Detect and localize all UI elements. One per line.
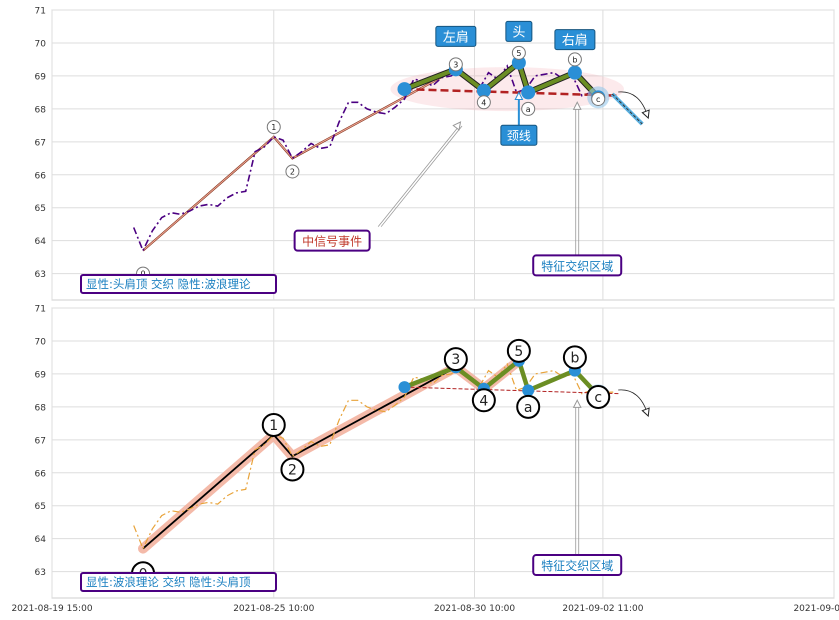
y-tick-label: 69 (35, 370, 47, 380)
wave-label-circle (448, 57, 463, 72)
chart-panel-1: 636465666768697071左肩头右肩颈线中信号事件特征交织区域0123… (35, 7, 835, 301)
y-tick-label: 66 (35, 171, 47, 181)
wave-label-circle (506, 338, 531, 363)
pattern-point (522, 384, 535, 397)
wave-label-circle (261, 412, 286, 437)
wave-label: b (570, 350, 579, 366)
x-tick-label: 2021-09-02 11:00 (562, 604, 643, 614)
wave-label-circle (285, 164, 300, 179)
y-tick-label: 71 (35, 7, 46, 17)
annotation-arrowhead (572, 399, 582, 408)
wave-label: c (596, 95, 600, 104)
annotation-box (500, 124, 538, 146)
annotation-label: 特征交织区域 (541, 558, 613, 573)
annotation-box (532, 554, 623, 577)
annotation-label: 颈线 (507, 129, 531, 143)
annotation-box (293, 229, 371, 252)
pattern-point (521, 85, 536, 100)
chart-panel-2: 63 64 65 66 67 68 69 70 71 2021-08-19 15:00 2021-0… (11, 305, 839, 615)
projection-line-dash (611, 93, 643, 125)
y-tick-label: 63 (35, 568, 46, 578)
x-tick-label: 2021-08-25 10:00 (233, 604, 314, 614)
y-tick-label: 71 (35, 305, 46, 315)
annotation-label: 特征交织区域 (541, 258, 613, 273)
annotation-arrowhead (572, 101, 582, 110)
y-tick-label: 70 (35, 39, 47, 49)
wave-label: 5 (514, 344, 523, 360)
wave-label: 1 (271, 123, 276, 132)
wave-label-circle (567, 52, 582, 67)
legend-text: 显性:波浪理论 交织 隐性:头肩顶 (86, 575, 251, 589)
pattern-label-box (505, 20, 533, 42)
y-tick-label: 68 (35, 403, 47, 413)
wave-label-circle (591, 91, 606, 106)
wave-label: b (572, 55, 577, 64)
wave-label: a (526, 105, 531, 114)
y-tick-label: 65 (35, 502, 46, 512)
y-tick-label: 70 (35, 337, 47, 347)
y-tick-label: 65 (35, 204, 46, 214)
wave-label-circle (511, 45, 526, 60)
y-tick-label: 68 (35, 105, 47, 115)
wave-label-circle (586, 384, 611, 409)
pattern-point (398, 381, 411, 394)
wave-label-circle (476, 95, 491, 110)
pattern-point (567, 65, 582, 80)
wave-label-circle (280, 457, 305, 482)
y-tick-label: 66 (35, 469, 47, 479)
wave-label: 2 (290, 167, 295, 176)
x-tick-label: 2021-08-19 15:00 (11, 604, 92, 614)
wave-label: 1 (269, 418, 278, 434)
annotation-arrow-edge (380, 125, 463, 227)
y-tick-label: 64 (35, 237, 47, 247)
pattern-label: 右肩 (562, 33, 588, 49)
wave-label: 3 (451, 352, 460, 368)
wave-label-circle (521, 101, 536, 116)
pattern-point (511, 55, 526, 70)
annotation-arrow-edge (377, 125, 460, 227)
y-tick-label: 64 (35, 535, 47, 545)
pattern-point (397, 82, 412, 97)
legend-box (80, 274, 277, 294)
y-tick-label: 63 (35, 270, 46, 280)
annotation-arrowhead (641, 109, 650, 120)
wave-label-circle (266, 119, 281, 134)
annotation-box (532, 254, 623, 277)
x-tick-label: 2021-08-30 10:00 (434, 604, 515, 614)
annotation-label: 中信号事件 (302, 234, 362, 249)
wave-label: 4 (481, 98, 486, 107)
wave-label: 4 (479, 393, 488, 409)
wave-label-circle (443, 347, 468, 372)
wave-label: 2 (288, 462, 297, 478)
plot-area (51, 9, 835, 301)
pattern-label-box (554, 29, 596, 51)
annotation-arrowhead (514, 91, 524, 101)
wave-label: 5 (516, 49, 521, 58)
legend-box (80, 572, 277, 592)
wave-label-circle (471, 388, 496, 413)
wave-label: c (594, 390, 602, 406)
wave-label: 3 (453, 60, 458, 69)
pattern-label: 左肩 (443, 29, 469, 45)
wave-label: a (524, 400, 533, 416)
wave-label-circle (516, 394, 541, 419)
plot-area (51, 307, 835, 599)
y-tick-label: 67 (35, 436, 46, 446)
x-tick-label: 2021-09-08 12:00 (793, 604, 839, 614)
pattern-point (476, 83, 491, 98)
pattern-label-box (435, 25, 477, 47)
pattern-label: 头 (512, 25, 525, 40)
y-tick-label: 69 (35, 72, 47, 82)
y-tick-label: 67 (35, 138, 46, 148)
wave-label-circle (562, 345, 587, 370)
annotation-arrowhead (641, 407, 650, 418)
legend-text: 显性:头肩顶 交织 隐性:波浪理论 (86, 277, 251, 291)
annotation-arrowhead (452, 121, 462, 131)
